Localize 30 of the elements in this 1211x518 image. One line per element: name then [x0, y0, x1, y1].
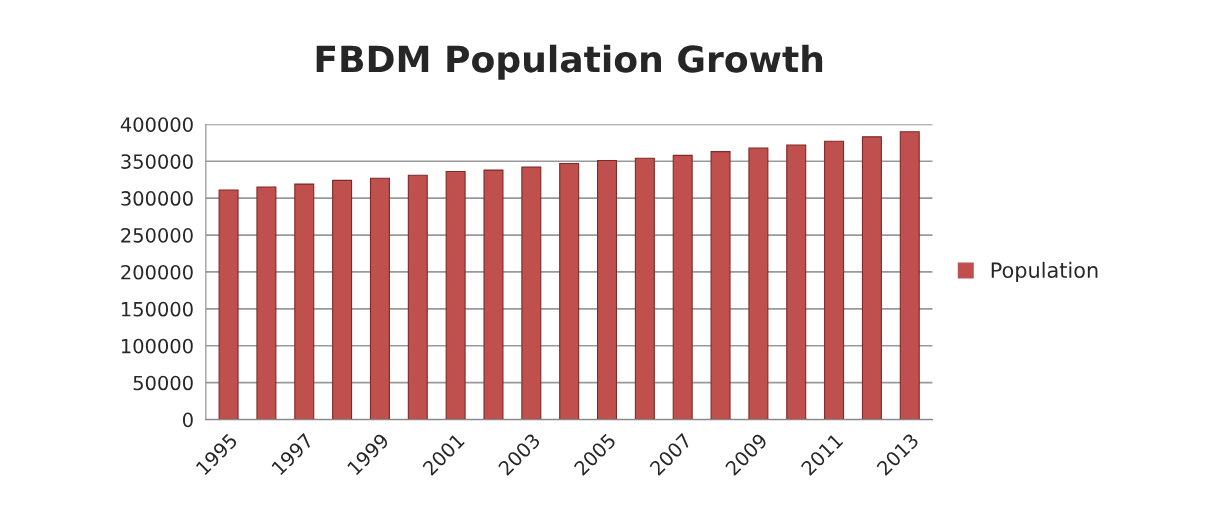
bar	[256, 186, 277, 420]
bar	[861, 136, 882, 420]
bar	[899, 131, 920, 420]
legend-label: Population	[991, 261, 1098, 283]
bar	[294, 183, 315, 420]
bar	[710, 151, 731, 420]
bar	[824, 140, 845, 420]
bar	[407, 174, 428, 420]
y-tick-label: 0	[182, 412, 193, 428]
bar	[332, 179, 353, 420]
bar	[559, 162, 580, 420]
y-tick-label: 350000	[121, 154, 193, 169]
y-tick-label: 150000	[121, 301, 193, 317]
bar	[445, 171, 466, 420]
bar	[672, 154, 693, 420]
y-tick-label: 100000	[121, 338, 193, 354]
bar	[218, 189, 239, 420]
bar	[786, 144, 807, 420]
bar	[483, 169, 504, 420]
bar	[634, 157, 655, 420]
chart-title: FBDM Population Growth	[316, 44, 823, 80]
y-tick-label: 200000	[121, 264, 193, 280]
bar	[596, 159, 618, 420]
bar	[748, 147, 769, 420]
bar	[521, 166, 542, 420]
y-tick-label: 250000	[121, 228, 193, 243]
y-tick-label: 400000	[120, 117, 193, 132]
y-tick-label: 50000	[133, 375, 193, 391]
y-tick-label: 300000	[121, 191, 193, 206]
bar	[369, 177, 390, 420]
